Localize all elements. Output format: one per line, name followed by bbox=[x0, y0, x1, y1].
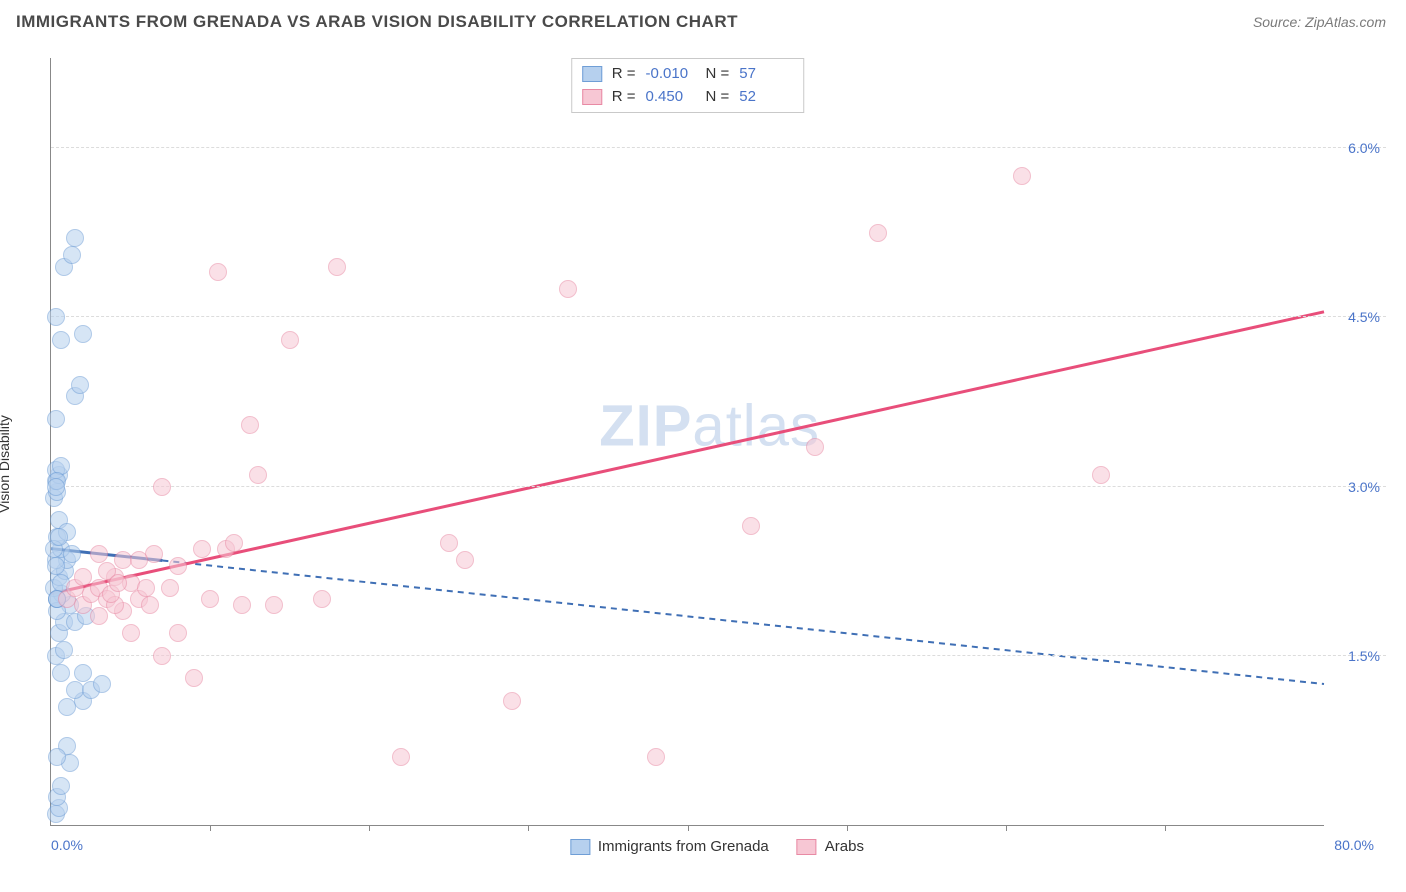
point-grenada bbox=[50, 528, 68, 546]
r-label: R = bbox=[612, 86, 636, 109]
point-grenada bbox=[48, 748, 66, 766]
point-grenada bbox=[55, 641, 73, 659]
point-arabs bbox=[233, 596, 251, 614]
point-arabs bbox=[90, 607, 108, 625]
swatch-arabs bbox=[582, 89, 602, 105]
point-grenada bbox=[63, 545, 81, 563]
point-arabs bbox=[503, 692, 521, 710]
point-grenada bbox=[52, 777, 70, 795]
point-arabs bbox=[153, 478, 171, 496]
x-tick bbox=[847, 825, 848, 831]
point-arabs bbox=[201, 590, 219, 608]
y-tick-label: 1.5% bbox=[1348, 648, 1380, 664]
x-tick bbox=[369, 825, 370, 831]
point-arabs bbox=[145, 545, 163, 563]
legend-label-grenada: Immigrants from Grenada bbox=[598, 838, 769, 855]
point-grenada bbox=[52, 664, 70, 682]
point-arabs bbox=[209, 263, 227, 281]
point-arabs bbox=[1092, 466, 1110, 484]
swatch-grenada bbox=[582, 66, 602, 82]
point-grenada bbox=[71, 376, 89, 394]
trend-lines bbox=[51, 58, 1324, 825]
point-grenada bbox=[93, 675, 111, 693]
y-tick-label: 3.0% bbox=[1348, 479, 1380, 495]
point-arabs bbox=[130, 551, 148, 569]
swatch-grenada-icon bbox=[570, 839, 590, 855]
y-tick-label: 6.0% bbox=[1348, 140, 1380, 156]
point-arabs bbox=[559, 280, 577, 298]
point-arabs bbox=[265, 596, 283, 614]
point-arabs bbox=[169, 624, 187, 642]
point-grenada bbox=[47, 557, 65, 575]
point-arabs bbox=[74, 568, 92, 586]
r-value-grenada: -0.010 bbox=[646, 63, 696, 86]
point-grenada bbox=[74, 664, 92, 682]
point-arabs bbox=[456, 551, 474, 569]
chart-container: Vision Disability ZIPatlas R = -0.010 N … bbox=[16, 48, 1386, 880]
point-arabs bbox=[742, 517, 760, 535]
n-label: N = bbox=[706, 86, 730, 109]
x-axis-max: 80.0% bbox=[1334, 837, 1374, 853]
x-tick bbox=[1006, 825, 1007, 831]
point-grenada bbox=[74, 325, 92, 343]
legend-label-arabs: Arabs bbox=[825, 838, 864, 855]
point-arabs bbox=[225, 534, 243, 552]
point-arabs bbox=[185, 669, 203, 687]
point-grenada bbox=[47, 410, 65, 428]
point-arabs bbox=[647, 748, 665, 766]
r-value-arabs: 0.450 bbox=[646, 86, 696, 109]
plot-area: ZIPatlas R = -0.010 N = 57 R = 0.450 N =… bbox=[50, 58, 1324, 826]
point-arabs bbox=[392, 748, 410, 766]
point-arabs bbox=[313, 590, 331, 608]
x-tick bbox=[688, 825, 689, 831]
point-arabs bbox=[109, 574, 127, 592]
point-arabs bbox=[806, 438, 824, 456]
point-arabs bbox=[137, 579, 155, 597]
n-label: N = bbox=[706, 63, 730, 86]
gridline-h bbox=[51, 486, 1386, 487]
point-grenada bbox=[47, 308, 65, 326]
point-arabs bbox=[440, 534, 458, 552]
point-arabs bbox=[241, 416, 259, 434]
point-arabs bbox=[122, 624, 140, 642]
x-tick bbox=[528, 825, 529, 831]
point-grenada bbox=[52, 331, 70, 349]
point-grenada bbox=[47, 478, 65, 496]
legend-item-arabs: Arabs bbox=[797, 838, 864, 855]
watermark: ZIPatlas bbox=[599, 393, 820, 460]
point-arabs bbox=[249, 466, 267, 484]
legend-stats-row-1: R = -0.010 N = 57 bbox=[582, 63, 790, 86]
legend-item-grenada: Immigrants from Grenada bbox=[570, 838, 769, 855]
point-grenada bbox=[66, 229, 84, 247]
point-arabs bbox=[328, 258, 346, 276]
legend-stats-row-2: R = 0.450 N = 52 bbox=[582, 86, 790, 109]
source-attribution: Source: ZipAtlas.com bbox=[1253, 14, 1386, 30]
x-axis-min: 0.0% bbox=[51, 837, 83, 853]
point-arabs bbox=[90, 545, 108, 563]
gridline-h bbox=[51, 316, 1386, 317]
swatch-arabs-icon bbox=[797, 839, 817, 855]
n-value-arabs: 52 bbox=[739, 86, 789, 109]
point-arabs bbox=[141, 596, 159, 614]
gridline-h bbox=[51, 147, 1386, 148]
point-grenada bbox=[63, 246, 81, 264]
point-arabs bbox=[193, 540, 211, 558]
x-tick bbox=[1165, 825, 1166, 831]
chart-title: IMMIGRANTS FROM GRENADA VS ARAB VISION D… bbox=[16, 12, 738, 32]
gridline-h bbox=[51, 655, 1386, 656]
n-value-grenada: 57 bbox=[739, 63, 789, 86]
point-arabs bbox=[161, 579, 179, 597]
y-tick-label: 4.5% bbox=[1348, 309, 1380, 325]
y-axis-label: Vision Disability bbox=[0, 415, 12, 513]
point-arabs bbox=[869, 224, 887, 242]
point-arabs bbox=[1013, 167, 1031, 185]
x-tick bbox=[210, 825, 211, 831]
point-arabs bbox=[281, 331, 299, 349]
legend-series: Immigrants from Grenada Arabs bbox=[570, 838, 864, 855]
legend-stats: R = -0.010 N = 57 R = 0.450 N = 52 bbox=[571, 58, 805, 113]
point-arabs bbox=[169, 557, 187, 575]
point-arabs bbox=[153, 647, 171, 665]
r-label: R = bbox=[612, 63, 636, 86]
